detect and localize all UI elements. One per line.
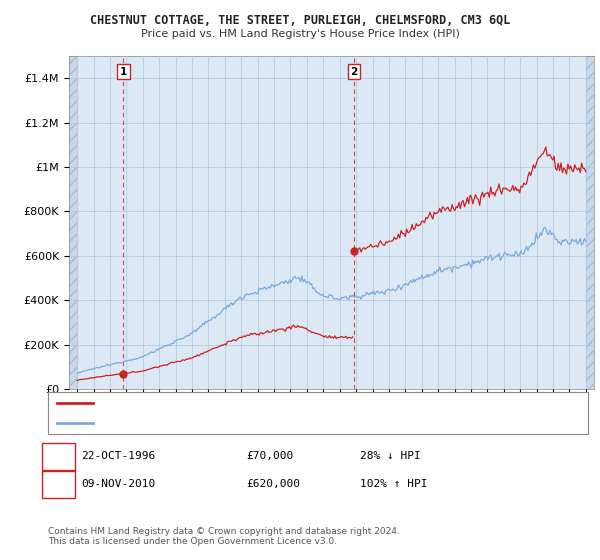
Text: CHESTNUT COTTAGE, THE STREET, PURLEIGH, CHELMSFORD, CM3 6QL (detached house: CHESTNUT COTTAGE, THE STREET, PURLEIGH, … xyxy=(99,398,531,408)
Bar xyxy=(586,56,594,389)
Text: 102% ↑ HPI: 102% ↑ HPI xyxy=(360,479,427,489)
Text: £620,000: £620,000 xyxy=(246,479,300,489)
Text: Contains HM Land Registry data © Crown copyright and database right 2024.
This d: Contains HM Land Registry data © Crown c… xyxy=(48,526,400,546)
Text: 2: 2 xyxy=(350,67,358,77)
Text: HPI: Average price, detached house, Maldon: HPI: Average price, detached house, Mald… xyxy=(99,418,316,428)
Text: 09-NOV-2010: 09-NOV-2010 xyxy=(81,479,155,489)
Text: 2: 2 xyxy=(55,479,62,489)
Text: Price paid vs. HM Land Registry's House Price Index (HPI): Price paid vs. HM Land Registry's House … xyxy=(140,29,460,39)
Text: 22-OCT-1996: 22-OCT-1996 xyxy=(81,451,155,461)
Bar xyxy=(69,56,77,389)
Text: 1: 1 xyxy=(119,67,127,77)
Text: £70,000: £70,000 xyxy=(246,451,293,461)
Text: 28% ↓ HPI: 28% ↓ HPI xyxy=(360,451,421,461)
Bar xyxy=(586,56,594,389)
Bar xyxy=(69,56,77,389)
Text: CHESTNUT COTTAGE, THE STREET, PURLEIGH, CHELMSFORD, CM3 6QL: CHESTNUT COTTAGE, THE STREET, PURLEIGH, … xyxy=(90,14,510,27)
Text: 1: 1 xyxy=(55,451,62,461)
